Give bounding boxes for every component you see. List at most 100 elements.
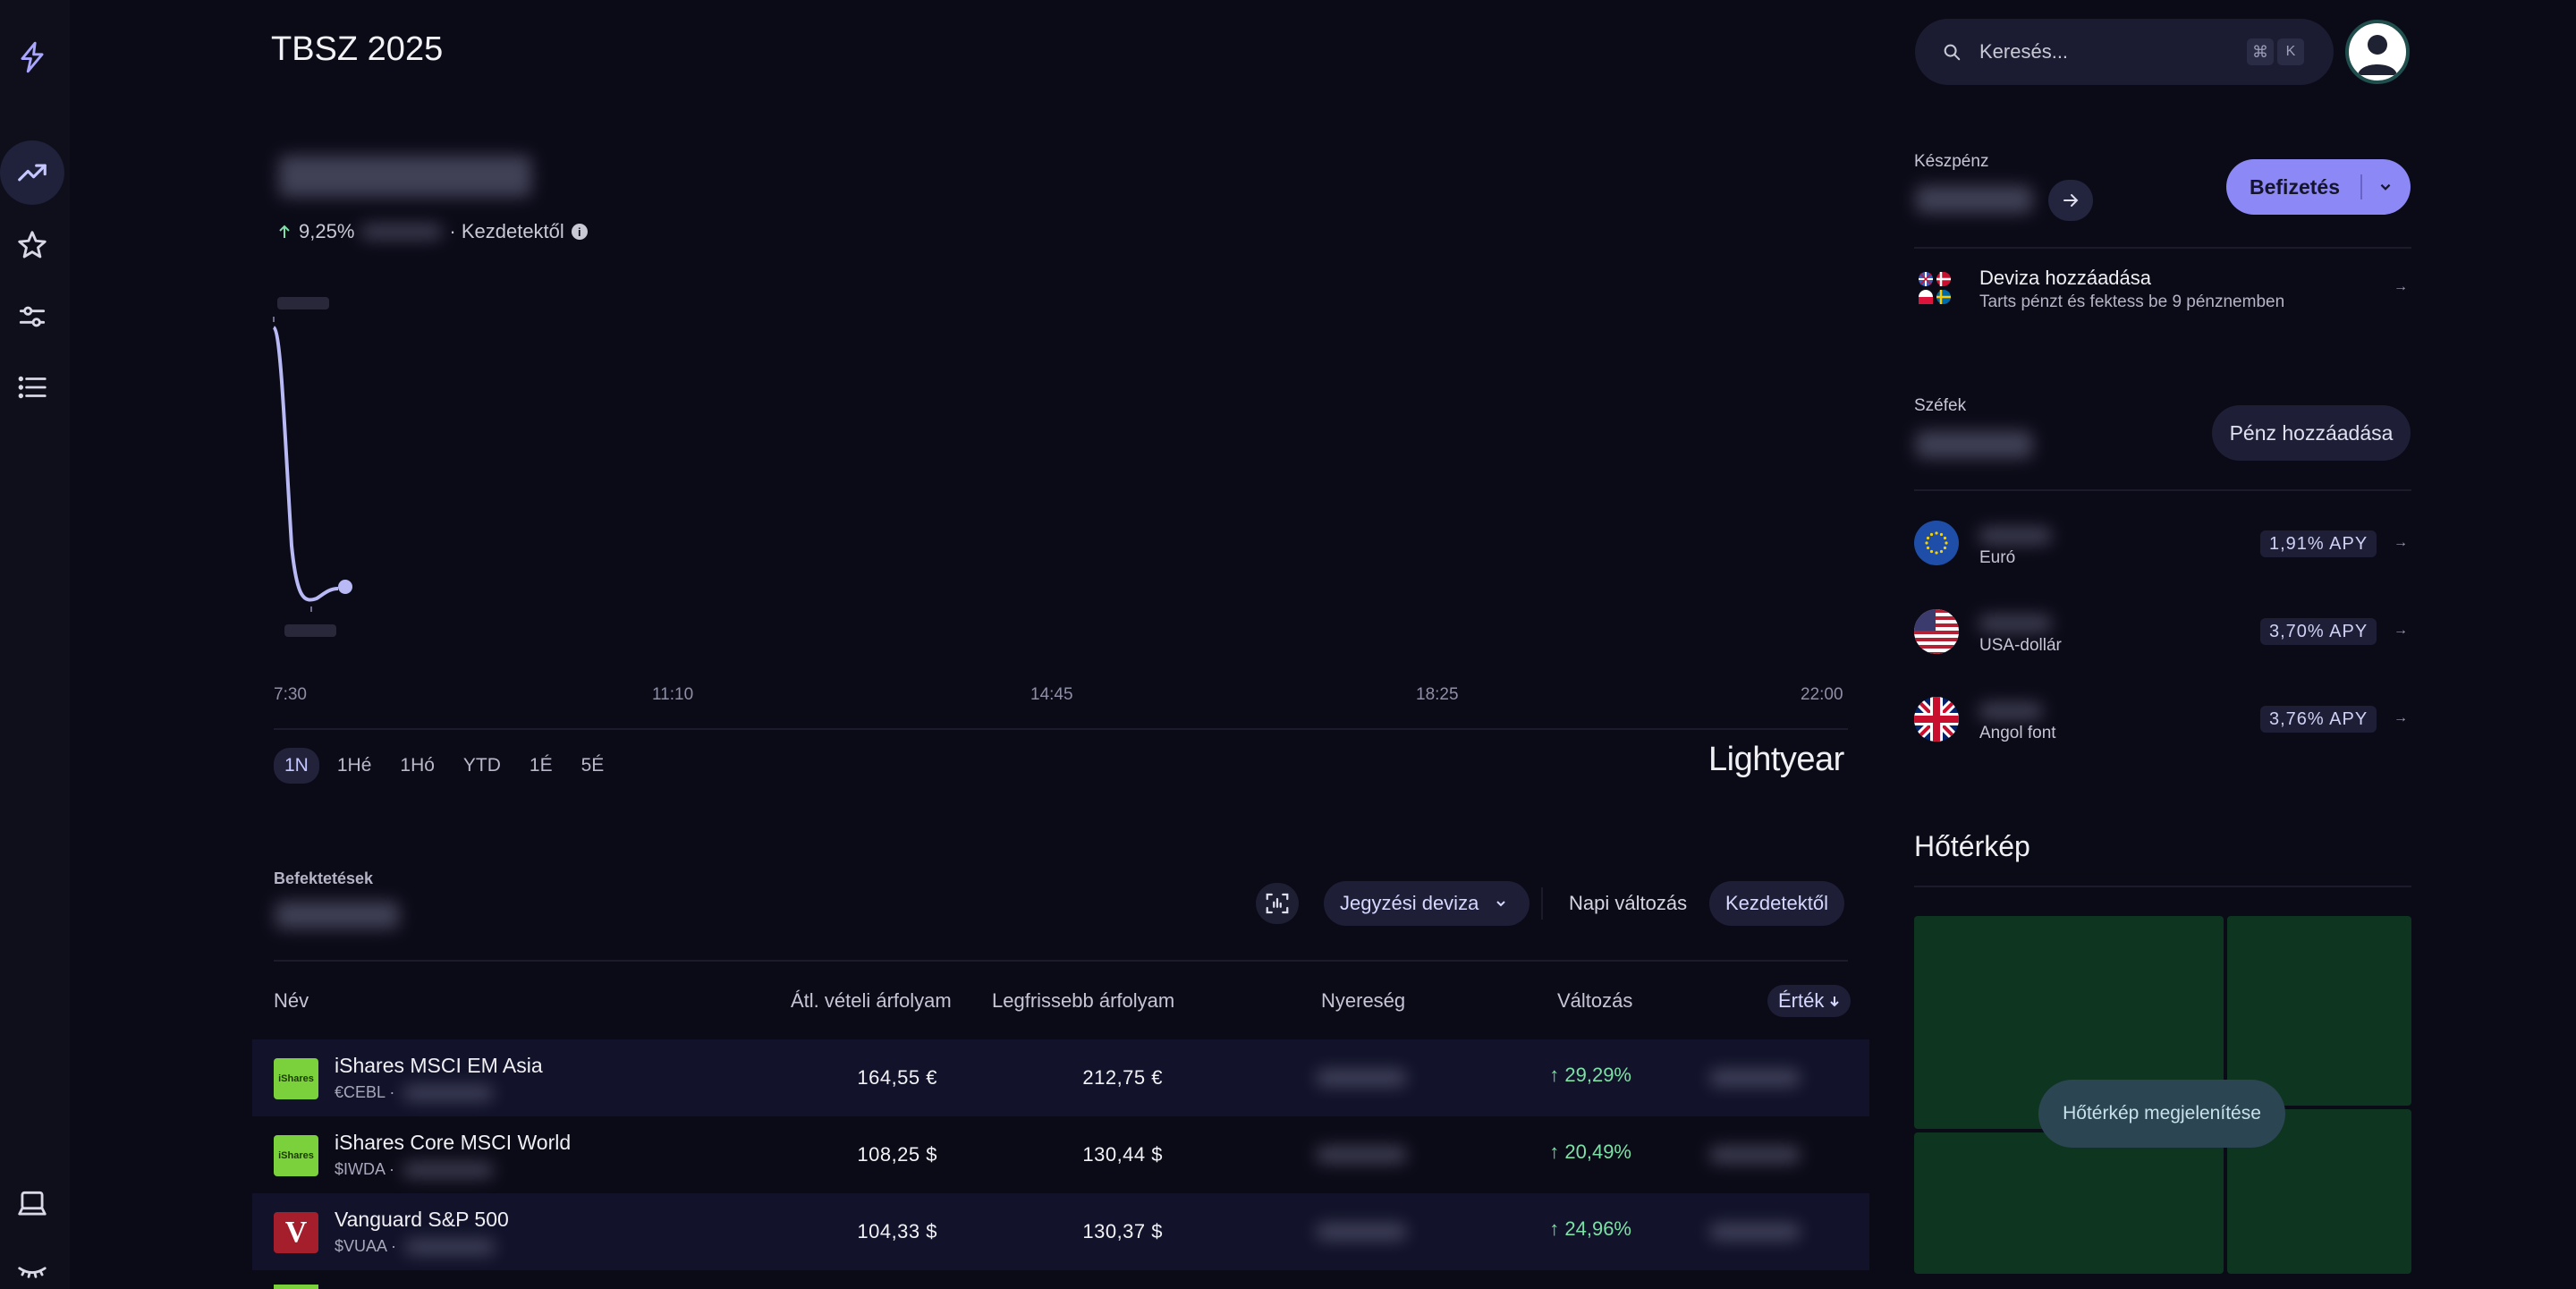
chart-xtick: 11:10 bbox=[652, 685, 694, 704]
divider bbox=[1541, 887, 1543, 920]
add-money-button[interactable]: Pénz hozzáadása bbox=[2212, 405, 2411, 461]
deposit-button[interactable]: Befizetés bbox=[2226, 159, 2411, 215]
holding-value-hidden bbox=[1710, 1224, 1800, 1240]
heatmap-cell[interactable] bbox=[2227, 916, 2411, 1106]
chart-current-point bbox=[338, 580, 352, 594]
scan-button[interactable] bbox=[1256, 883, 1299, 924]
currency-dropdown-label: Jegyzési deviza bbox=[1340, 892, 1479, 914]
col-name[interactable]: Név bbox=[274, 989, 309, 1012]
divider bbox=[274, 728, 1848, 730]
holding-change: ↑ 20,49% bbox=[1549, 1141, 1631, 1163]
holding-ticker: $VUAA · bbox=[335, 1237, 496, 1256]
avatar[interactable] bbox=[2345, 20, 2410, 84]
holding-ticker: $IWDA · bbox=[335, 1160, 494, 1179]
list-icon[interactable] bbox=[0, 355, 64, 420]
col-value-sorted[interactable]: Érték bbox=[1767, 985, 1852, 1017]
col-profit[interactable]: Nyereség bbox=[1321, 989, 1406, 1012]
holding-name: iShares Core MSCI World bbox=[335, 1131, 572, 1154]
table-row[interactable]: V Vanguard S&P 500 $VUAA · 104,33 $ 130,… bbox=[252, 1193, 1869, 1270]
portfolio-change-pct: 9,25% bbox=[299, 220, 355, 242]
scan-chart-icon bbox=[1266, 893, 1289, 914]
holding-amount-hidden bbox=[403, 1163, 494, 1178]
arrow-up-icon bbox=[279, 225, 290, 238]
chart-min-label-hidden bbox=[284, 624, 336, 637]
search-input[interactable] bbox=[1979, 40, 2230, 64]
vault-usd-name: USA-dollár bbox=[1979, 636, 2062, 655]
investments-label: Befektetések bbox=[274, 869, 374, 887]
filters-sliders-icon[interactable] bbox=[0, 284, 64, 349]
time-range-selector: 1N 1Hé 1Hó YTD 1É 5É bbox=[274, 748, 614, 784]
chart-xtick: 18:25 bbox=[1416, 685, 1459, 704]
shortcut-cmd-key: ⌘ bbox=[2247, 38, 2274, 65]
page-title: TBSZ 2025 bbox=[271, 30, 444, 68]
sidebar bbox=[0, 0, 70, 1289]
currency-dropdown[interactable]: Jegyzési deviza bbox=[1324, 881, 1530, 926]
heatmap-cell[interactable] bbox=[1914, 1132, 2224, 1274]
ishares-logo: iShares bbox=[274, 1058, 318, 1099]
arrow-right-icon bbox=[2063, 194, 2079, 207]
holding-latest-price: 130,37 $ bbox=[1082, 1220, 1163, 1242]
watchlist-star-icon[interactable] bbox=[0, 213, 64, 277]
portfolio-change-amount-hidden bbox=[361, 225, 443, 239]
holding-change: ↑ 24,96% bbox=[1549, 1217, 1631, 1240]
divider bbox=[1914, 489, 2411, 491]
portfolio-trend-icon[interactable] bbox=[0, 140, 64, 205]
uk-flag-icon bbox=[1914, 697, 1959, 742]
range-1e[interactable]: 1É bbox=[529, 755, 553, 776]
holding-latest-price: 212,75 € bbox=[1082, 1066, 1163, 1089]
app-logo-bolt-icon[interactable] bbox=[0, 25, 64, 89]
deposit-button-label: Befizetés bbox=[2250, 174, 2340, 199]
investments-value-hidden bbox=[275, 902, 399, 929]
portfolio-line bbox=[272, 326, 339, 602]
chevron-right-icon: → bbox=[2394, 535, 2408, 550]
holding-avg-price: 108,25 $ bbox=[857, 1143, 937, 1166]
table-row[interactable]: iShares iShares Core MSCI World $IWDA · … bbox=[252, 1116, 1869, 1193]
portfolio-performance: 9,25% · Kezdetektől i bbox=[277, 220, 588, 243]
chart-xtick: 22:00 bbox=[1801, 685, 1843, 704]
col-change[interactable]: Változás bbox=[1557, 989, 1633, 1012]
holding-ticker: €CEBL · bbox=[335, 1083, 494, 1102]
heatmap-title: Hőtérkép bbox=[1914, 830, 2030, 862]
vault-eur-apy: 1,91% APY bbox=[2260, 530, 2377, 557]
portfolio-period-label: · Kezdetektől bbox=[449, 220, 564, 242]
divider bbox=[274, 960, 1848, 962]
range-1he[interactable]: 1Hé bbox=[336, 755, 372, 776]
range-1ho[interactable]: 1Hó bbox=[400, 755, 435, 776]
add-currency-row[interactable] bbox=[1914, 259, 2411, 322]
eu-flag-icon bbox=[1914, 521, 1959, 565]
user-avatar-icon bbox=[2358, 35, 2397, 75]
holding-ticker-text: €CEBL · bbox=[335, 1083, 395, 1101]
col-avg-price[interactable]: Átl. vételi árfolyam bbox=[791, 989, 952, 1012]
laptop-icon[interactable] bbox=[0, 1172, 64, 1236]
holding-name: iShares MSCI EM Asia bbox=[335, 1054, 543, 1077]
portfolio-chart[interactable] bbox=[268, 286, 1852, 680]
range-ytd[interactable]: YTD bbox=[462, 755, 501, 776]
holding-ticker-text: $VUAA · bbox=[335, 1237, 397, 1255]
toggle-since-start[interactable]: Kezdetektől bbox=[1709, 881, 1844, 926]
range-5e[interactable]: 5É bbox=[580, 755, 605, 776]
add-currency-subtitle: Tarts pénzt és fektess be 9 pénznemben bbox=[1979, 293, 2285, 311]
range-1n[interactable]: 1N bbox=[274, 748, 319, 784]
table-row[interactable]: iShares iShares MSCI EM Asia €CEBL · 164… bbox=[252, 1039, 1869, 1116]
info-icon[interactable]: i bbox=[571, 224, 588, 240]
currency-flags-icon bbox=[1919, 272, 1951, 304]
holding-amount-hidden bbox=[403, 1086, 494, 1101]
search-bar[interactable]: ⌘ K bbox=[1915, 19, 2334, 85]
show-heatmap-button[interactable]: Hőtérkép megjelenítése bbox=[2038, 1080, 2285, 1148]
hide-balance-eye-icon[interactable] bbox=[0, 1239, 64, 1289]
divider bbox=[1914, 886, 2411, 887]
holding-value-hidden bbox=[1710, 1147, 1800, 1163]
holding-amount-hidden bbox=[405, 1240, 496, 1255]
cash-value-hidden bbox=[1916, 186, 2032, 213]
holding-avg-price: 104,33 $ bbox=[857, 1220, 937, 1242]
chevron-down-icon[interactable] bbox=[2378, 180, 2393, 194]
us-flag-icon bbox=[1914, 609, 1959, 654]
holding-change-value: 20,49% bbox=[1564, 1141, 1631, 1163]
vaults-label: Széfek bbox=[1914, 396, 1967, 415]
col-latest-price[interactable]: Legfrissebb árfolyam bbox=[992, 989, 1175, 1012]
toggle-daily-change[interactable]: Napi változás bbox=[1569, 892, 1688, 914]
divider bbox=[1914, 247, 2411, 249]
holding-change-value: 24,96% bbox=[1564, 1217, 1631, 1240]
portfolio-value-hidden bbox=[279, 156, 531, 197]
cash-details-button[interactable] bbox=[2048, 180, 2093, 221]
